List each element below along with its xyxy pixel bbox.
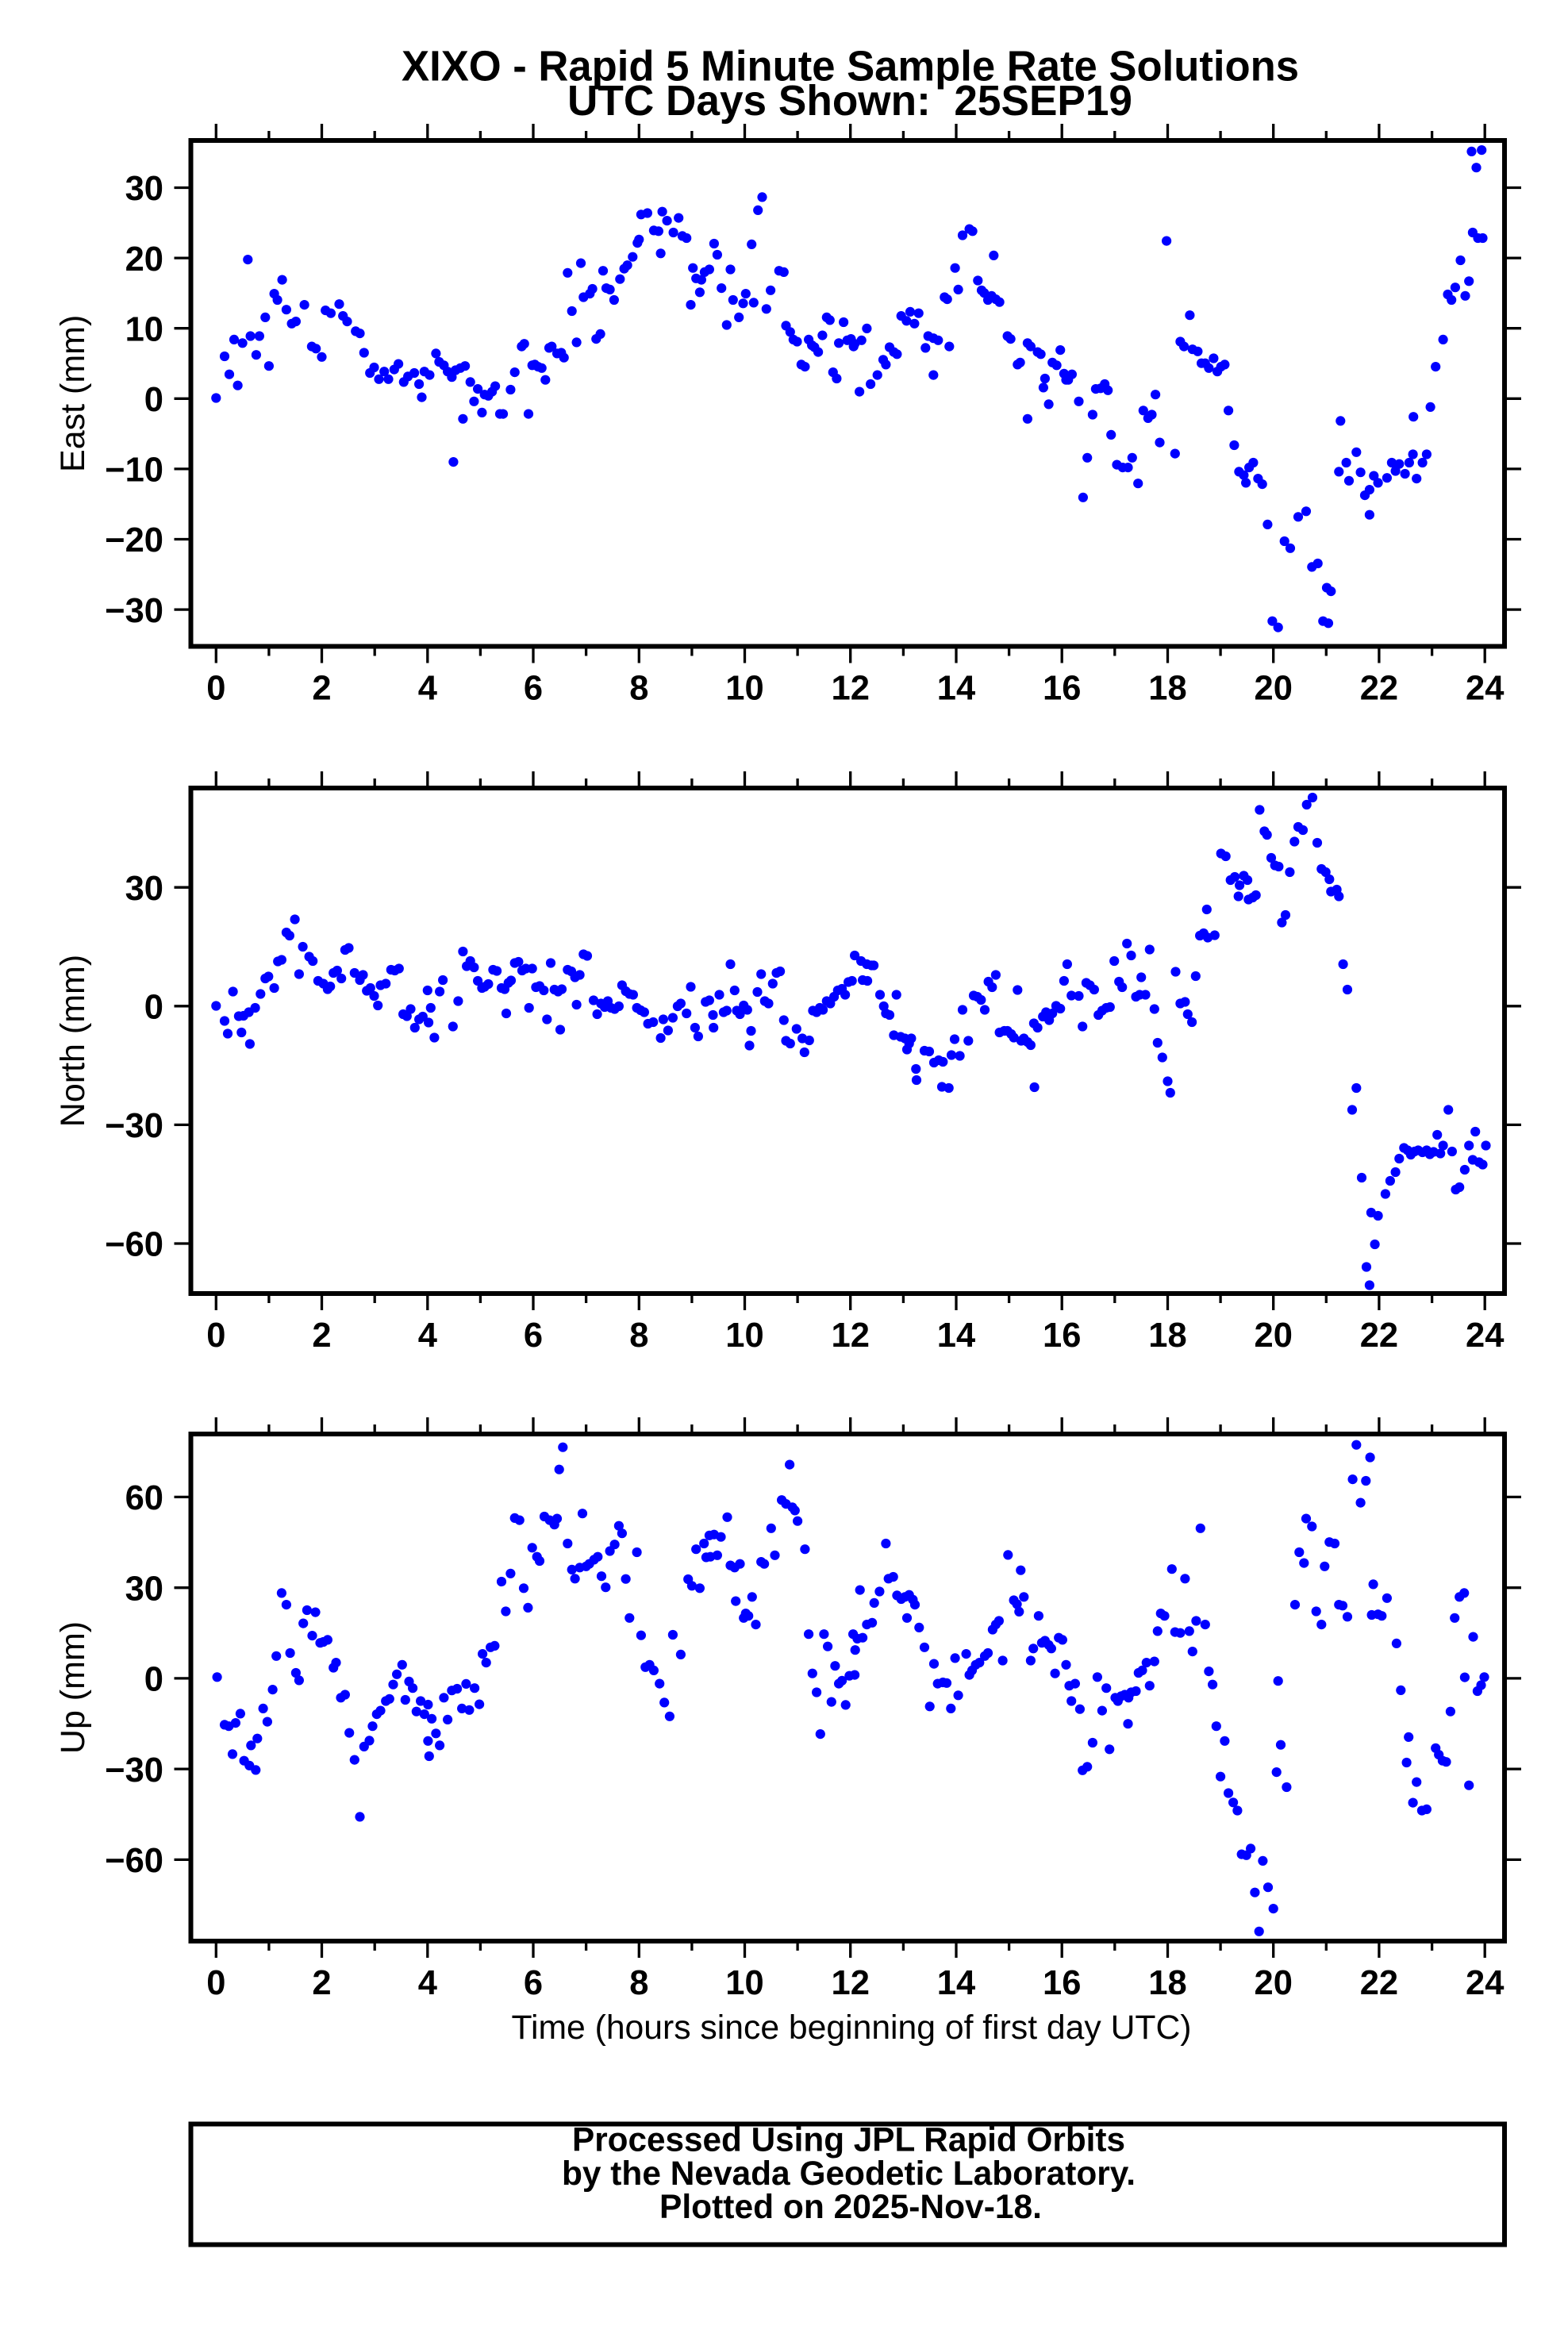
svg-text:0: 0: [206, 670, 225, 708]
svg-text:24: 24: [1466, 1317, 1504, 1355]
svg-text:24: 24: [1466, 670, 1504, 708]
svg-text:Up (mm): Up (mm): [54, 1621, 92, 1754]
svg-text:−20: −20: [105, 521, 163, 559]
svg-text:2: 2: [312, 1317, 331, 1355]
svg-text:60: 60: [125, 1479, 163, 1517]
svg-text:18: 18: [1148, 670, 1186, 708]
svg-text:22: 22: [1360, 670, 1398, 708]
svg-text:6: 6: [524, 1964, 543, 2002]
svg-text:−30: −30: [105, 1751, 163, 1790]
svg-text:Time (hours since beginning of: Time (hours since beginning of first day…: [512, 2009, 1192, 2047]
svg-text:22: 22: [1360, 1964, 1398, 2002]
svg-text:14: 14: [937, 1317, 975, 1355]
svg-text:0: 0: [206, 1964, 225, 2002]
svg-text:8: 8: [629, 1964, 648, 2002]
svg-text:18: 18: [1148, 1964, 1186, 2002]
svg-text:North (mm): North (mm): [54, 955, 92, 1127]
svg-text:20: 20: [1255, 1317, 1293, 1355]
svg-text:0: 0: [144, 989, 163, 1027]
svg-text:10: 10: [125, 310, 163, 348]
svg-text:2: 2: [312, 1964, 331, 2002]
svg-text:−30: −30: [105, 592, 163, 630]
svg-text:4: 4: [418, 670, 437, 708]
svg-text:0: 0: [206, 1317, 225, 1355]
svg-text:16: 16: [1043, 1964, 1081, 2002]
svg-text:30: 30: [125, 170, 163, 208]
svg-text:by the Nevada Geodetic Laborat: by the Nevada Geodetic Laboratory.: [562, 2155, 1136, 2193]
svg-text:−60: −60: [105, 1226, 163, 1264]
svg-text:12: 12: [832, 670, 870, 708]
svg-text:8: 8: [629, 1317, 648, 1355]
svg-text:20: 20: [1255, 670, 1293, 708]
svg-text:4: 4: [418, 1317, 437, 1355]
svg-text:10: 10: [725, 1317, 763, 1355]
svg-text:24: 24: [1466, 1964, 1504, 2002]
svg-text:14: 14: [937, 670, 975, 708]
svg-text:4: 4: [418, 1964, 437, 2002]
svg-text:16: 16: [1043, 670, 1081, 708]
svg-text:−10: −10: [105, 452, 163, 490]
svg-text:30: 30: [125, 1570, 163, 1608]
svg-text:6: 6: [524, 670, 543, 708]
svg-text:12: 12: [832, 1964, 870, 2002]
svg-text:0: 0: [144, 1661, 163, 1699]
svg-text:XIXO - Rapid 5 Minute Sample R: XIXO - Rapid 5 Minute Sample Rate Soluti…: [402, 42, 1299, 90]
svg-text:10: 10: [725, 670, 763, 708]
svg-text:0: 0: [144, 381, 163, 419]
svg-text:10: 10: [725, 1964, 763, 2002]
svg-text:Plotted on 2025-Nov-18.: Plotted on 2025-Nov-18.: [659, 2188, 1042, 2226]
svg-text:UTC Days Shown: 25SEP19: UTC Days Shown: 25SEP19: [567, 77, 1132, 125]
svg-text:30: 30: [125, 870, 163, 908]
svg-text:22: 22: [1360, 1317, 1398, 1355]
svg-text:−60: −60: [105, 1842, 163, 1880]
svg-text:18: 18: [1148, 1317, 1186, 1355]
svg-text:20: 20: [125, 240, 163, 279]
svg-text:16: 16: [1043, 1317, 1081, 1355]
svg-text:8: 8: [629, 670, 648, 708]
svg-text:East (mm): East (mm): [54, 315, 92, 472]
svg-text:14: 14: [937, 1964, 975, 2002]
svg-text:2: 2: [312, 670, 331, 708]
svg-text:6: 6: [524, 1317, 543, 1355]
svg-text:20: 20: [1255, 1964, 1293, 2002]
svg-text:Processed Using JPL Rapid Orbi: Processed Using JPL Rapid Orbits: [572, 2121, 1125, 2159]
svg-text:−30: −30: [105, 1107, 163, 1145]
svg-text:12: 12: [832, 1317, 870, 1355]
